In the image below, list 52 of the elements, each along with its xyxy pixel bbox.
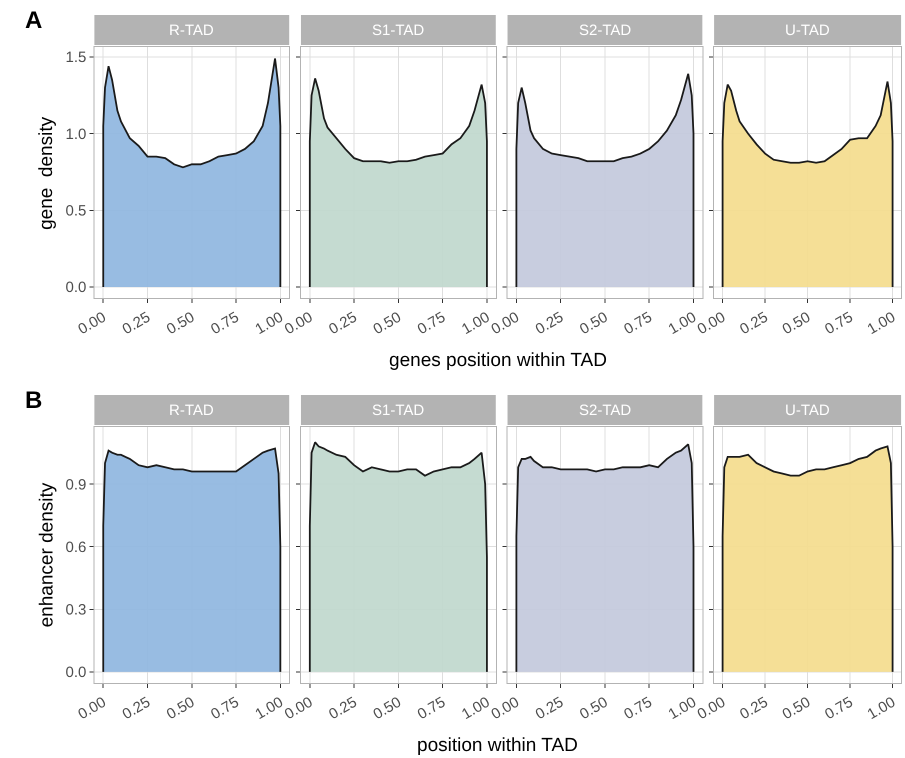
- x-tick-label: 1.00: [864, 308, 898, 338]
- x-tick-label: 0.75: [414, 308, 448, 338]
- x-tick-label: 0.25: [119, 308, 154, 338]
- x-tick-label: 0.50: [780, 308, 814, 338]
- x-axis-title: genes position within TAD: [389, 350, 607, 371]
- chart-title: U-TAD: [785, 22, 830, 39]
- y-tick-label: 0.3: [66, 602, 86, 619]
- x-tick-label: 0.25: [326, 308, 360, 338]
- x-tick-label: 0.00: [694, 694, 728, 724]
- x-tick-label: 0.50: [370, 308, 404, 338]
- y-tick-label: 0.9: [66, 476, 86, 494]
- y-axis-title: gene density: [36, 116, 57, 230]
- chart-title: S1-TAD: [372, 402, 424, 419]
- x-tick-label: 0.75: [621, 308, 655, 338]
- y-axis-title: enhancer density: [36, 482, 58, 628]
- y-tick-label: 0.0: [66, 664, 86, 682]
- x-tick-label: 0.75: [208, 694, 242, 724]
- x-tick-label: 0.25: [532, 694, 566, 724]
- chart-title: U-TAD: [785, 402, 830, 419]
- x-tick-label: 0.50: [370, 694, 404, 724]
- x-tick-label: 0.25: [326, 694, 360, 724]
- x-tick-label: 0.25: [532, 308, 566, 338]
- x-tick-label: 0.50: [164, 308, 198, 338]
- x-tick-label: 1.00: [864, 694, 898, 724]
- x-axis-title: position within TAD: [417, 735, 578, 756]
- x-tick-label: 0.75: [414, 694, 448, 724]
- x-tick-label: 0.25: [737, 308, 771, 338]
- text: A: [25, 7, 42, 34]
- x-tick-label: 0.75: [822, 308, 856, 338]
- x-tick-label: 0.00: [694, 308, 728, 338]
- y-tick-label: 0.5: [66, 202, 86, 220]
- x-tick-label: 0.00: [75, 694, 109, 724]
- y-tick-label: 1.0: [66, 126, 86, 143]
- x-tick-label: 0.50: [164, 694, 198, 724]
- y-tick-label: 0.0: [66, 279, 86, 296]
- chart-title: S1-TAD: [372, 22, 424, 39]
- chart-title: R-TAD: [169, 22, 214, 39]
- y-tick-label: 1.5: [66, 49, 86, 66]
- chart-title: R-TAD: [169, 402, 214, 419]
- x-tick-label: 0.50: [576, 308, 611, 338]
- chart-title: S2-TAD: [579, 402, 632, 419]
- y-tick-label: 0.6: [66, 538, 86, 556]
- x-tick-label: 0.25: [737, 694, 771, 724]
- x-tick-label: 0.75: [621, 694, 655, 724]
- x-tick-label: 0.50: [576, 694, 611, 724]
- x-tick-label: 0.25: [119, 694, 154, 724]
- x-tick-label: 0.00: [75, 308, 109, 338]
- x-tick-label: 0.50: [780, 694, 814, 724]
- chart-title: S2-TAD: [579, 22, 632, 39]
- x-tick-label: 0.75: [208, 308, 242, 338]
- x-tick-label: 0.75: [822, 694, 856, 724]
- text: B: [25, 387, 42, 414]
